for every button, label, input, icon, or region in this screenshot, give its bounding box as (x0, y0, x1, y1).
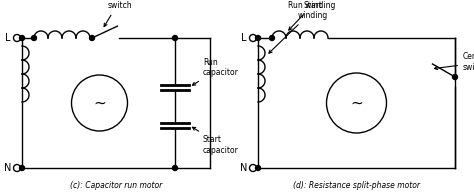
Text: Run
capacitor: Run capacitor (192, 58, 239, 85)
Text: ~: ~ (93, 95, 106, 111)
Circle shape (90, 35, 94, 41)
Circle shape (255, 165, 261, 171)
Text: Centrifugal
switch: Centrifugal switch (99, 0, 141, 27)
Circle shape (13, 34, 20, 42)
Text: L: L (5, 33, 11, 43)
Circle shape (31, 35, 36, 41)
Text: (c): Capacitor run motor: (c): Capacitor run motor (70, 181, 162, 190)
Text: Start
winding: Start winding (269, 1, 328, 53)
Circle shape (173, 35, 177, 41)
Circle shape (13, 164, 20, 172)
Circle shape (255, 35, 261, 41)
Text: Run winding: Run winding (288, 1, 336, 30)
Text: N: N (4, 163, 12, 173)
Circle shape (249, 164, 256, 172)
Text: N: N (240, 163, 248, 173)
Circle shape (173, 165, 177, 171)
Text: ~: ~ (350, 95, 363, 111)
Text: Start
capacitor: Start capacitor (192, 127, 239, 155)
Circle shape (19, 165, 25, 171)
Text: (d): Resistance split-phase motor: (d): Resistance split-phase motor (293, 181, 420, 190)
Circle shape (19, 35, 25, 41)
Circle shape (453, 74, 457, 80)
Text: L: L (241, 33, 247, 43)
Circle shape (249, 34, 256, 42)
Text: Centrifugal
switch: Centrifugal switch (435, 52, 474, 72)
Circle shape (270, 35, 274, 41)
